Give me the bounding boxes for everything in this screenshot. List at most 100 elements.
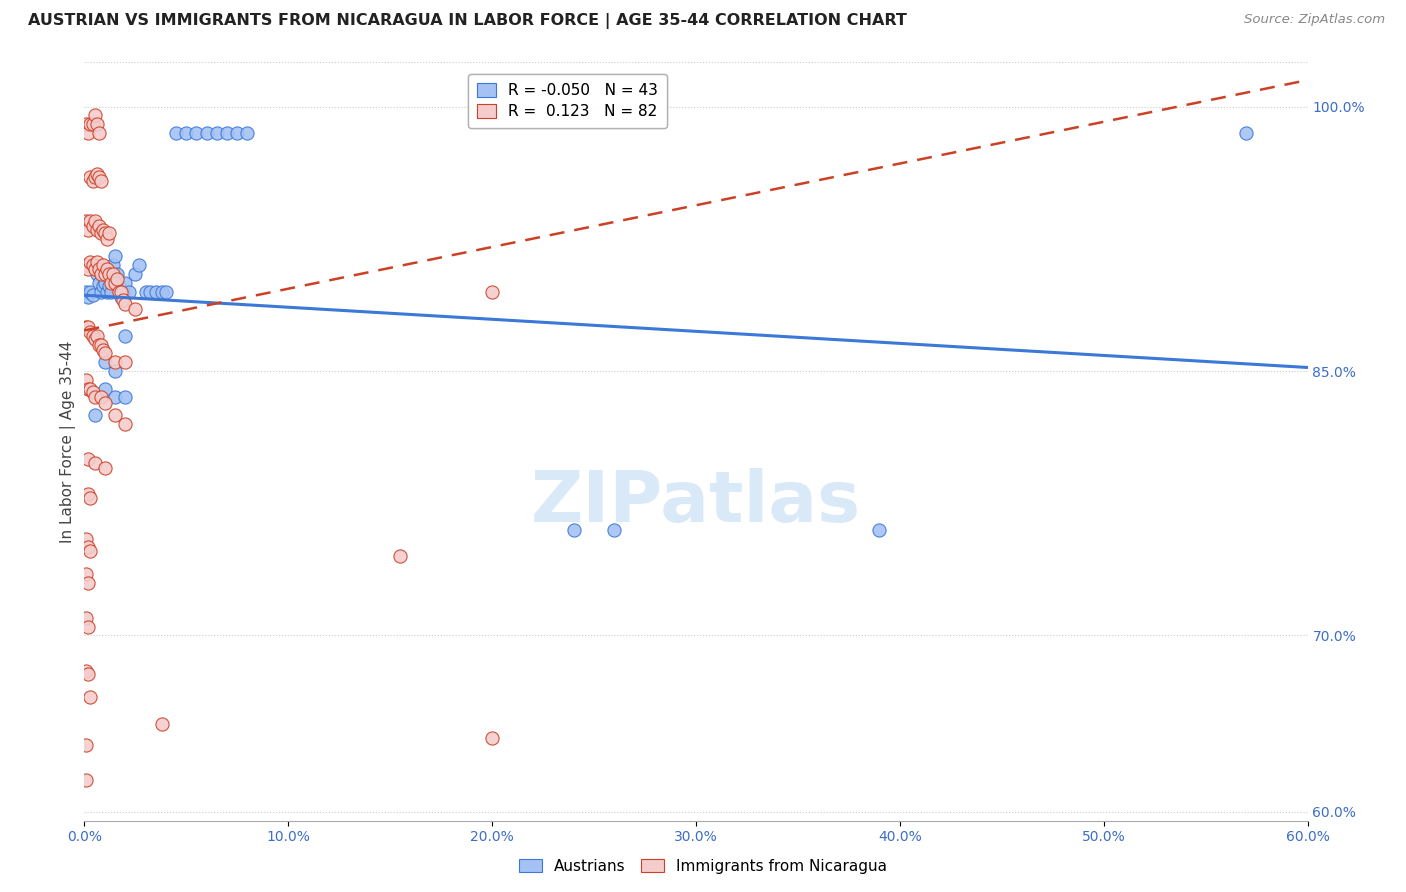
Point [93,461,115,475]
Point [86,267,108,281]
Point [87,126,110,140]
Point [77,541,100,555]
Point [82,173,104,187]
Point [93,267,115,281]
Point [108,279,131,293]
Point [77,487,100,501]
Point [79,544,101,558]
Point [75,258,97,272]
Point [110,290,132,304]
Point [86,167,108,181]
Point [124,302,146,317]
Point [96,232,118,246]
Point [236,126,259,140]
Point [90,267,112,281]
Point [135,285,157,299]
Point [97,279,120,293]
Point [87,261,110,276]
Text: Source: ZipAtlas.com: Source: ZipAtlas.com [1244,13,1385,27]
Point [79,325,101,339]
Point [93,276,115,290]
Point [114,328,136,343]
Point [83,214,105,228]
Point [75,566,97,581]
Point [93,355,115,369]
Point [124,267,146,281]
Point [77,667,100,681]
Point [869,523,891,537]
Point [79,285,101,299]
Point [87,276,110,290]
Point [481,285,503,299]
Point [87,219,110,234]
Point [77,452,100,467]
Point [86,328,108,343]
Point [104,408,127,422]
Point [83,108,105,122]
Point [77,620,100,634]
Point [79,169,101,184]
Point [75,532,97,546]
Point [87,337,110,351]
Point [150,716,173,731]
Point [108,285,131,299]
Legend: Austrians, Immigrants from Nicaragua: Austrians, Immigrants from Nicaragua [513,853,893,880]
Point [104,355,127,369]
Point [77,290,100,304]
Legend: R = -0.050   N = 43, R =  0.123   N = 82: R = -0.050 N = 43, R = 0.123 N = 82 [468,74,666,128]
Point [97,227,120,241]
Point [79,214,101,228]
Point [226,126,249,140]
Point [79,690,101,705]
Point [389,549,412,563]
Point [110,285,132,299]
Point [93,227,115,241]
Point [205,126,228,140]
Point [118,285,141,299]
Point [150,285,173,299]
Point [105,272,128,286]
Point [86,254,108,268]
Point [100,276,122,290]
Point [83,258,105,272]
Point [195,126,218,140]
Point [155,285,177,299]
Point [90,285,112,299]
Y-axis label: In Labor Force | Age 35-44: In Labor Force | Age 35-44 [60,341,76,542]
Point [128,258,150,272]
Point [101,267,124,281]
Point [165,126,187,140]
Point [112,285,135,299]
Point [79,254,101,268]
Point [101,258,124,272]
Point [104,364,127,378]
Point [75,214,97,228]
Point [86,117,108,131]
Point [91,343,114,357]
Point [75,738,97,752]
Point [82,328,104,343]
Point [93,382,115,396]
Point [145,285,167,299]
Point [105,267,128,281]
Point [114,297,136,311]
Point [75,373,97,387]
Point [481,731,503,745]
Point [91,279,114,293]
Point [75,773,97,788]
Point [83,261,105,276]
Point [82,258,104,272]
Point [603,523,626,537]
Point [82,117,104,131]
Point [77,261,100,276]
Point [77,575,100,590]
Point [217,126,239,140]
Point [572,884,595,892]
Point [79,117,101,131]
Point [100,285,122,299]
Text: ZIPatlas: ZIPatlas [531,467,860,537]
Point [90,391,112,405]
Point [77,320,100,334]
Point [79,491,101,505]
Point [562,523,585,537]
